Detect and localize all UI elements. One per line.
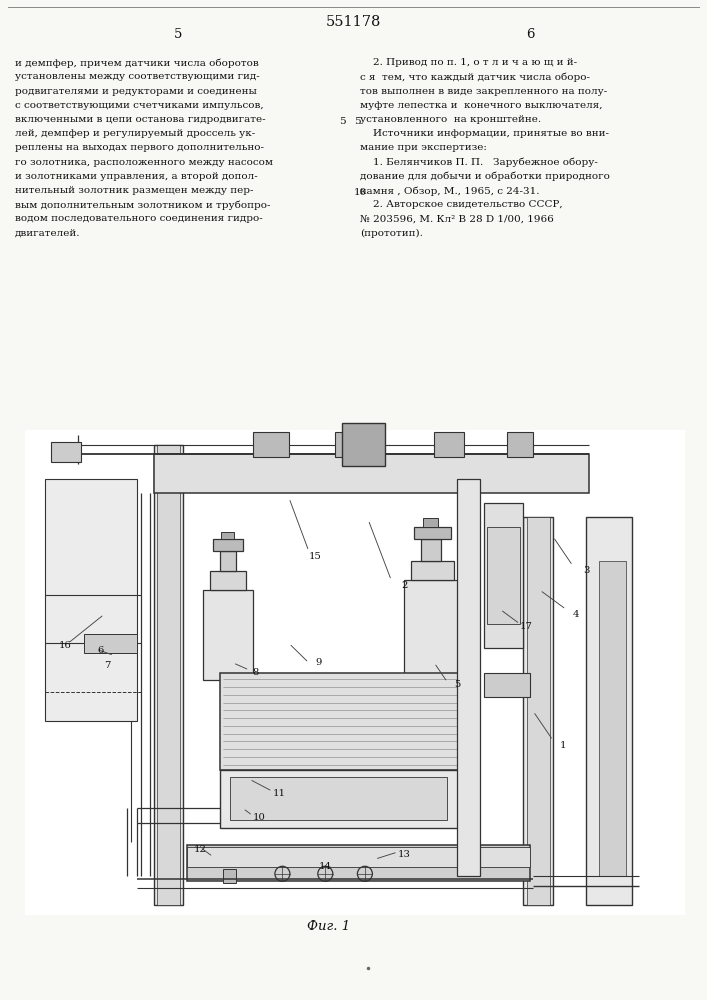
Bar: [157, 445, 180, 905]
Bar: [527, 517, 550, 905]
Bar: [600, 561, 626, 876]
Text: родвигателями и редукторами и соединены: родвигателями и редукторами и соединены: [15, 87, 257, 96]
Bar: [153, 445, 183, 905]
Bar: [421, 539, 440, 561]
Text: Фиг. 1: Фиг. 1: [307, 920, 350, 933]
Bar: [523, 517, 553, 905]
Text: 5: 5: [339, 117, 346, 126]
Text: водом последовательного соединения гидро-: водом последовательного соединения гидро…: [15, 214, 263, 223]
Text: 5: 5: [454, 680, 460, 689]
Text: нительный золотник размещен между пер-: нительный золотник размещен между пер-: [15, 186, 254, 195]
Bar: [335, 432, 361, 457]
Bar: [25, 430, 685, 915]
Bar: [84, 634, 137, 653]
Text: 2. Привод по п. 1, о т л и ч а ю щ и й-: 2. Привод по п. 1, о т л и ч а ю щ и й-: [360, 58, 577, 67]
Text: 9: 9: [315, 658, 322, 667]
Text: 8: 8: [253, 668, 259, 677]
Text: 16: 16: [58, 641, 71, 650]
Text: 4: 4: [573, 610, 579, 619]
Text: № 203596, М. Кл² В 28 D 1/00, 1966: № 203596, М. Кл² В 28 D 1/00, 1966: [360, 214, 554, 223]
Bar: [507, 432, 533, 457]
Text: 2: 2: [402, 581, 408, 590]
Bar: [213, 539, 243, 551]
Text: Источники информации, принятые во вни-: Источники информации, принятые во вни-: [360, 129, 609, 138]
Bar: [221, 532, 234, 539]
Text: с соответствующими счетчиками импульсов,: с соответствующими счетчиками импульсов,: [15, 101, 264, 110]
Bar: [220, 672, 460, 770]
Text: 551178: 551178: [325, 15, 380, 29]
Text: реплены на выходах первого дополнительно-: реплены на выходах первого дополнительно…: [15, 143, 264, 152]
Bar: [411, 561, 454, 580]
Bar: [187, 847, 530, 866]
Bar: [487, 527, 520, 624]
Bar: [52, 442, 81, 462]
Text: лей, демпфер и регулируемый дроссель ук-: лей, демпфер и регулируемый дроссель ук-: [15, 129, 255, 138]
Bar: [434, 432, 464, 457]
Text: 17: 17: [520, 622, 533, 631]
Text: тов выполнен в виде закрепленного на полу-: тов выполнен в виде закрепленного на пол…: [360, 87, 607, 96]
Text: 1. Белянчиков П. П.   Зарубежное обору-: 1. Белянчиков П. П. Зарубежное обору-: [360, 158, 598, 167]
Text: 14: 14: [319, 862, 332, 871]
Bar: [484, 672, 530, 697]
Bar: [341, 423, 385, 466]
Text: 6: 6: [526, 27, 534, 40]
Text: и демпфер, причем датчики числа оборотов: и демпфер, причем датчики числа оборотов: [15, 58, 259, 68]
Bar: [414, 527, 450, 539]
Bar: [203, 590, 252, 680]
Text: 2. Авторское свидетельство СССР,: 2. Авторское свидетельство СССР,: [360, 200, 563, 209]
Text: 12: 12: [194, 845, 206, 854]
Bar: [457, 479, 480, 876]
Text: и золотниками управления, а второй допол-: и золотниками управления, а второй допол…: [15, 172, 258, 181]
Text: вым дополнительным золотником и трубопро-: вым дополнительным золотником и трубопро…: [15, 200, 271, 210]
Bar: [220, 551, 236, 571]
Text: (прототип).: (прототип).: [360, 229, 423, 238]
Text: 15: 15: [309, 552, 322, 561]
Bar: [187, 845, 530, 881]
Text: 11: 11: [273, 789, 286, 798]
Bar: [230, 777, 448, 820]
Bar: [45, 479, 137, 721]
Text: 1: 1: [560, 741, 566, 750]
Text: 10: 10: [253, 814, 266, 822]
Text: с я  тем, что каждый датчик числа оборо-: с я тем, что каждый датчик числа оборо-: [360, 72, 590, 82]
Text: камня , Обзор, М., 1965, с 24-31.: камня , Обзор, М., 1965, с 24-31.: [360, 186, 539, 196]
Text: включенными в цепи останова гидродвигате-: включенными в цепи останова гидродвигате…: [15, 115, 266, 124]
Bar: [484, 503, 523, 648]
Bar: [210, 571, 246, 590]
Text: установлены между соответствующими гид-: установлены между соответствующими гид-: [15, 72, 259, 81]
Bar: [586, 517, 632, 905]
Text: дование для добычи и обработки природного: дование для добычи и обработки природног…: [360, 172, 610, 181]
Text: 6: 6: [98, 646, 104, 655]
Text: двигателей.: двигателей.: [15, 229, 81, 238]
Text: 13: 13: [398, 850, 411, 859]
Text: 5: 5: [354, 117, 361, 126]
Text: установленного  на кронштейне.: установленного на кронштейне.: [360, 115, 541, 124]
Text: 10: 10: [354, 188, 367, 197]
Text: 5: 5: [174, 27, 182, 40]
Text: муфте лепестка и  конечного выключателя,: муфте лепестка и конечного выключателя,: [360, 101, 602, 110]
Text: мание при экспертизе:: мание при экспертизе:: [360, 143, 487, 152]
Bar: [252, 432, 289, 457]
Bar: [153, 454, 590, 493]
Text: 3: 3: [583, 566, 589, 575]
Text: го золотника, расположенного между насосом: го золотника, расположенного между насос…: [15, 158, 273, 167]
Bar: [404, 580, 460, 682]
Bar: [423, 518, 438, 527]
Text: 7: 7: [105, 661, 111, 670]
Bar: [223, 869, 236, 883]
Bar: [220, 770, 460, 828]
